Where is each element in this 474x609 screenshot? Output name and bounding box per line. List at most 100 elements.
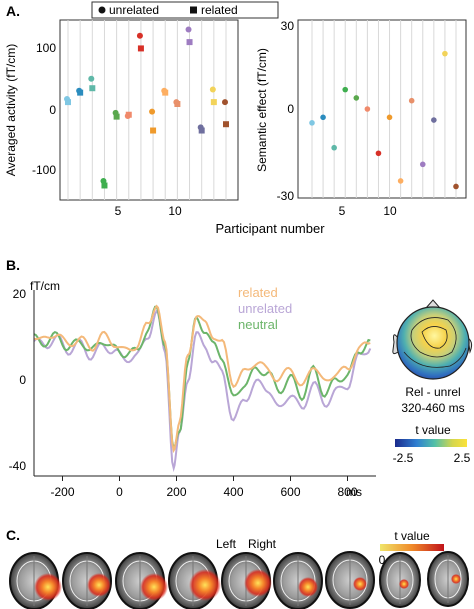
y-tick-30: 30 xyxy=(281,19,295,33)
activation-blob xyxy=(244,569,272,597)
x-ticks: -200 0 200 400 600 800 xyxy=(50,476,358,499)
y-tick-0: 0 xyxy=(49,103,56,117)
waveform-neutral xyxy=(33,305,371,451)
brain-colorbar-title: t value xyxy=(394,529,430,543)
scalp-map xyxy=(396,306,470,380)
legend-box xyxy=(91,1,279,19)
topography-map xyxy=(392,299,473,380)
x-unit-label: ms xyxy=(346,485,362,499)
legend-unrelated-label: unrelated xyxy=(109,3,159,17)
evoked-response-plot: -200 0 200 400 600 800 fT/cm 20 0 -40 ms rela… xyxy=(9,279,376,499)
point-effect xyxy=(419,161,426,168)
topo-colorbar xyxy=(395,439,467,447)
x-axis-label: Participant number xyxy=(215,221,325,236)
point-effect xyxy=(364,106,371,112)
topo-colorbar-max: 2.5 xyxy=(454,451,471,465)
y-axis-label: Averaged activity (fT/cm) xyxy=(4,44,18,176)
point-effect xyxy=(309,120,315,126)
semantic-effect-plot: 30 0 -30 Semantic effect (fT/cm) 5 10 xyxy=(255,19,467,218)
legend-related: related xyxy=(238,285,278,300)
panel-label-c: C. xyxy=(6,527,20,543)
point-related xyxy=(113,113,120,120)
point-effect xyxy=(375,150,382,157)
point-related xyxy=(162,89,169,96)
point-related xyxy=(186,39,193,46)
x-tick-label: 600 xyxy=(280,485,300,499)
x-tick-label: 800 xyxy=(337,485,357,499)
plot-frame xyxy=(297,19,467,199)
activation-blob xyxy=(298,577,318,597)
brain-colorbar-min: 0 xyxy=(379,553,386,567)
waveform-lines xyxy=(33,304,372,473)
point-effect xyxy=(431,117,437,123)
point-unrelated xyxy=(222,99,228,106)
topo-colorbar-title: t value xyxy=(415,423,451,437)
y-axis-label: Semantic effect (fT/cm) xyxy=(255,48,269,172)
point-related xyxy=(137,45,144,52)
x-tick-label: 400 xyxy=(223,485,243,499)
y-unit-label: fT/cm xyxy=(30,279,60,293)
point-related xyxy=(89,85,96,92)
topo-caption-line2: 320-460 ms xyxy=(401,401,464,415)
topo-caption-line1: Rel - unrel xyxy=(405,385,460,399)
contour-line xyxy=(421,326,448,349)
right-hemisphere-label: Right xyxy=(248,537,277,551)
point-unrelated xyxy=(136,32,143,39)
activation-blob xyxy=(353,577,367,591)
point-effect xyxy=(320,114,326,121)
topo-colorbar-min: -2.5 xyxy=(393,451,414,465)
point-related xyxy=(223,121,229,128)
y-tick-20: 20 xyxy=(13,287,27,301)
waveform-related xyxy=(33,304,371,454)
x-tick-label: 200 xyxy=(166,485,186,499)
y-tick-neg100: -100 xyxy=(32,163,56,177)
left-hemisphere-label: Left xyxy=(216,537,237,551)
y-tick-0: 0 xyxy=(19,373,26,387)
activation-blob xyxy=(451,574,461,584)
activation-blob xyxy=(399,579,409,589)
point-related xyxy=(77,89,84,96)
point-unrelated xyxy=(88,75,95,82)
activation-blob xyxy=(87,573,111,597)
point-related xyxy=(101,182,108,189)
gridlines xyxy=(311,20,457,198)
panel-label-a: A. xyxy=(6,3,20,19)
averaged-activity-plot: 100 0 -100 Averaged activity (fT/cm) 5 1… xyxy=(4,19,239,218)
point-effect xyxy=(397,178,404,184)
contour-line xyxy=(403,347,467,368)
y-tick-100: 100 xyxy=(36,41,56,55)
gridlines xyxy=(67,20,227,200)
point-effect xyxy=(353,95,360,101)
point-related xyxy=(198,127,205,134)
point-unrelated xyxy=(149,108,156,115)
legend-unrelated: unrelated xyxy=(238,301,292,316)
activation-blob xyxy=(189,569,221,601)
y-tick-neg40: -40 xyxy=(9,459,27,473)
activation-blob xyxy=(34,573,62,601)
point-effect xyxy=(386,114,393,121)
legend-neutral: neutral xyxy=(238,317,278,332)
point-unrelated xyxy=(209,86,216,93)
x-tick-label: 0 xyxy=(116,485,123,499)
point-effect xyxy=(331,144,337,151)
point-effect xyxy=(453,183,459,190)
point-unrelated xyxy=(185,26,192,33)
plot-frame xyxy=(59,19,239,201)
x-tick-10: 10 xyxy=(168,204,182,218)
panel-label-b: B. xyxy=(6,257,20,273)
y-tick-0: 0 xyxy=(287,102,294,116)
point-related xyxy=(125,111,132,118)
point-effect xyxy=(408,97,415,104)
panel-a-legend: unrelated related xyxy=(91,1,279,19)
point-related xyxy=(174,101,181,107)
activation-blob xyxy=(140,573,168,601)
point-related xyxy=(210,99,217,106)
point-effect xyxy=(342,86,349,93)
x-tick-label: -200 xyxy=(50,485,74,499)
waveform-unrelated xyxy=(33,309,372,473)
point-effect xyxy=(442,50,448,57)
data-points xyxy=(309,50,459,190)
brain-colorbar xyxy=(380,544,444,551)
data-points xyxy=(64,26,229,189)
